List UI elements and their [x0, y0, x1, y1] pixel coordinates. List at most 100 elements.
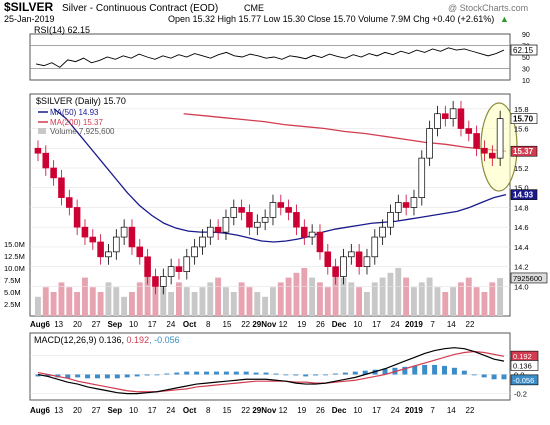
- candle-body: [300, 226, 308, 238]
- ma200-tag: 15.37: [513, 147, 534, 156]
- macd-histogram-bar: [491, 374, 497, 380]
- candle-body: [199, 236, 206, 248]
- macd-line: [37, 347, 505, 395]
- macd-histogram-bar: [263, 372, 269, 375]
- x-axis-label: Dec: [332, 320, 347, 329]
- macd-histogram-bar: [442, 365, 448, 375]
- macd-histogram-bar: [194, 371, 200, 375]
- x-axis-label: 17: [148, 320, 157, 329]
- volume-bar: [379, 277, 386, 316]
- candle-body: [449, 108, 457, 120]
- candle-body: [65, 197, 73, 208]
- volume-bar: [442, 292, 449, 316]
- x-axis-label: 8: [206, 406, 211, 415]
- volume-bar: [254, 292, 261, 316]
- candle-body: [50, 167, 57, 179]
- price-panel: $SILVER (Daily) 15.70 MA(50) 14.93 MA(20…: [4, 93, 548, 317]
- price-tick-label: 14.0: [514, 282, 529, 291]
- chart-symbol: $SILVER: [4, 0, 53, 14]
- price-tick-label: 15.2: [514, 164, 529, 173]
- candle-body: [387, 212, 394, 228]
- x-axis-label: 14: [447, 320, 456, 329]
- x-axis-label: 20: [73, 320, 82, 329]
- up-arrow-icon: ▲: [500, 14, 509, 24]
- x-axis-label: 29Nov: [252, 406, 277, 415]
- candle-body: [136, 246, 144, 258]
- macd-histogram-bar: [382, 368, 388, 375]
- macd-histogram-bar: [342, 372, 348, 375]
- rsi-last-tag: 62.15: [513, 46, 534, 55]
- x-axis-label: 22: [241, 320, 250, 329]
- candle-body: [402, 202, 410, 208]
- volume-bar: [458, 282, 464, 316]
- x-axis-label: 24: [391, 320, 400, 329]
- x-axis-label: 7: [430, 406, 435, 415]
- macd-tag: 0.136: [513, 361, 532, 370]
- volume-tag: 7925600: [513, 274, 542, 283]
- volume-bar: [230, 292, 237, 316]
- volume-bar: [89, 287, 96, 316]
- legend-title: $SILVER (Daily) 15.70: [36, 96, 126, 106]
- macd-histogram-bar: [323, 374, 329, 376]
- rsi-tick-label: 30: [522, 67, 530, 74]
- chart-date: 25-Jan-2019: [4, 14, 55, 24]
- x-axis-label: Dec: [332, 406, 347, 415]
- volume-bar: [387, 272, 394, 316]
- candle-body: [159, 276, 167, 287]
- volume-bar: [246, 287, 253, 316]
- macd-histogram-bar: [422, 364, 428, 375]
- macd-histogram-bar: [213, 371, 219, 375]
- macd-histogram-bar: [94, 374, 100, 379]
- price-tick-label: 15.6: [514, 125, 529, 134]
- volume-bar: [317, 282, 323, 316]
- volume-bar: [434, 287, 441, 316]
- chart-ohlc: Open 15.32 High 15.77 Low 15.30 Close 15…: [168, 14, 494, 24]
- x-axis-label: 12: [279, 406, 288, 415]
- volume-tick-label: 2.5M: [4, 300, 21, 309]
- volume-bar: [105, 282, 112, 316]
- macd-histogram-bar: [313, 374, 319, 376]
- candle-body: [410, 197, 418, 208]
- x-axis-label: 13: [54, 406, 63, 415]
- macd-histogram-bar: [45, 374, 51, 377]
- volume-bar: [74, 292, 81, 316]
- x-axis-label: 17: [148, 406, 157, 415]
- macd-tick-label: -0.2: [514, 390, 527, 399]
- x-axis-label: 10: [129, 406, 138, 415]
- x-axis-label: 24: [166, 406, 175, 415]
- x-axis-label: 10: [353, 320, 362, 329]
- candle-body: [473, 133, 480, 149]
- candle-body: [340, 256, 347, 277]
- volume-bar: [66, 287, 73, 316]
- macd-histogram-bar: [75, 374, 81, 378]
- macd-panel: MACD(12,26,9) 0.136, 0.192, -0.056 0.20.…: [29, 332, 539, 401]
- candle-body: [120, 226, 128, 238]
- ma200-line: [183, 113, 507, 152]
- chart-instrument-name: Silver - Continuous Contract (EOD): [62, 3, 218, 14]
- x-axis-label: Sep: [107, 406, 122, 415]
- macd-histogram-bar: [293, 374, 299, 376]
- price-tick-label: 15.0: [514, 184, 529, 193]
- rsi-tick-label: 90: [522, 32, 530, 39]
- volume-bar: [183, 287, 190, 316]
- macd-histogram-bar: [184, 371, 190, 375]
- volume-bar: [411, 287, 417, 316]
- x-axis-label: 27: [92, 406, 101, 415]
- volume-bar: [191, 292, 198, 316]
- macd-histogram-bar: [432, 364, 438, 375]
- macd-histogram-bar: [352, 371, 358, 375]
- candle-body: [105, 251, 112, 258]
- x-axis-label: 12: [279, 320, 288, 329]
- volume-bar: [238, 282, 245, 316]
- candle-body: [488, 152, 496, 159]
- volume-bar: [277, 282, 284, 316]
- volume-tick-label: 15.0M: [4, 240, 25, 249]
- x-axis-label: 22: [466, 320, 475, 329]
- legend-ma200: MA(200) 15.37: [50, 118, 103, 127]
- x-axis-label: 10: [129, 320, 138, 329]
- candle-body: [457, 108, 465, 129]
- volume-bar: [301, 268, 308, 316]
- x-axis-label: 2019: [405, 320, 423, 329]
- candle-body: [285, 207, 292, 213]
- x-axis-label: 2019: [405, 406, 423, 415]
